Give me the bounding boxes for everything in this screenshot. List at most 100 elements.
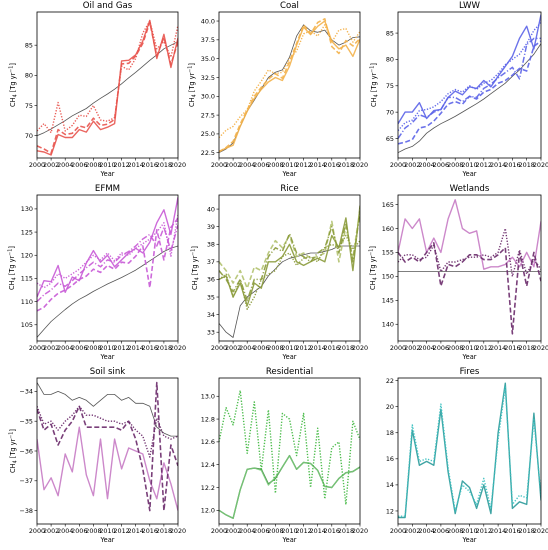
y-tick-label: 150: [382, 273, 394, 281]
x-tick-label: 2010: [99, 527, 115, 535]
x-tick-label: 2006: [253, 161, 269, 169]
panel-soil-sink: Soil sink2000200220042006200820102012201…: [9, 367, 187, 544]
y-tick-label: 37.5: [201, 36, 215, 44]
y-tick-label: 140: [382, 321, 394, 329]
x-tick-label: 2012: [295, 161, 311, 169]
panel-title: Soil sink: [90, 367, 126, 377]
y-axis-label: CH4 [Tg yr−1]: [369, 246, 379, 290]
y-axis-label: CH4 [Tg yr−1]: [9, 429, 19, 473]
plot-frame: [218, 11, 361, 159]
y-tick-label: 27.5: [201, 111, 215, 119]
x-tick-label: 2020: [533, 344, 548, 352]
y-tick-label: 30.0: [201, 93, 215, 101]
x-tick-label: 2000: [29, 527, 45, 535]
series-group: [37, 197, 178, 338]
x-tick-label: 2020: [170, 344, 186, 352]
x-tick-label: 2014: [490, 344, 506, 352]
x-tick-label: 2014: [310, 344, 326, 352]
y-tick-label: 34: [207, 311, 215, 319]
x-tick-label: 2018: [338, 161, 354, 169]
series-line-dotted: [398, 227, 541, 278]
x-tick-label: 2016: [324, 344, 340, 352]
y-tick-label: 32.5: [201, 74, 215, 82]
y-tick-label: 12.6: [201, 438, 215, 446]
series-line-solid: [398, 382, 541, 519]
x-tick-label: 2008: [85, 527, 101, 535]
x-tick-label: 2002: [225, 344, 241, 352]
x-tick-label: 2004: [418, 527, 434, 535]
x-tick-label: 2016: [504, 527, 520, 535]
x-tick-label: 2000: [390, 344, 406, 352]
y-tick-label: 85: [386, 29, 394, 37]
y-tick-label: 25.0: [201, 130, 215, 138]
y-tick-label: 37: [207, 258, 215, 266]
x-tick-label: 2004: [239, 344, 255, 352]
y-axis-label: CH4 [Tg yr−1]: [191, 246, 201, 290]
x-axis-label: Year: [282, 353, 297, 361]
y-tick-label: −36: [20, 447, 34, 455]
series-line-solid-thin: [398, 43, 541, 154]
y-tick-label: 36: [207, 276, 215, 284]
x-tick-label: 2008: [267, 161, 283, 169]
y-tick-label: 125: [21, 228, 33, 236]
x-axis-label: Year: [100, 170, 115, 178]
series-line-solid: [219, 20, 360, 152]
y-tick-label: −37: [20, 477, 34, 485]
x-axis-label: Year: [100, 536, 115, 544]
panel-title: Rice: [280, 184, 298, 194]
y-tick-label: 75: [25, 102, 33, 110]
x-tick-label: 2010: [281, 527, 297, 535]
y-axis-label: CH4 [Tg yr−1]: [9, 63, 19, 107]
x-tick-label: 2004: [57, 527, 73, 535]
y-tick-label: 75: [386, 82, 394, 90]
y-tick-label: 80: [386, 56, 394, 64]
x-tick-label: 2020: [352, 344, 368, 352]
x-tick-label: 2020: [170, 161, 186, 169]
x-tick-label: 2020: [352, 527, 368, 535]
x-tick-label: 2002: [225, 527, 241, 535]
y-tick-label: 85: [25, 41, 33, 49]
y-tick-label: 80: [25, 72, 33, 80]
x-tick-label: 2014: [128, 527, 144, 535]
x-tick-label: 2010: [461, 161, 477, 169]
series-line-dashed: [37, 217, 178, 312]
series-group: [219, 389, 360, 519]
x-tick-label: 2006: [71, 527, 87, 535]
x-tick-label: 2020: [533, 161, 548, 169]
y-tick-label: 130: [21, 205, 33, 213]
x-tick-label: 2018: [519, 527, 535, 535]
series-line-dashed: [398, 242, 541, 335]
x-tick-label: 2006: [71, 344, 87, 352]
x-tick-label: 2014: [310, 161, 326, 169]
plot-frame: [218, 377, 361, 525]
x-tick-label: 2012: [295, 527, 311, 535]
x-tick-label: 2018: [519, 344, 535, 352]
x-tick-label: 2012: [295, 344, 311, 352]
series-line-solid: [37, 426, 178, 511]
series-group: [398, 14, 541, 154]
x-tick-label: 2016: [142, 161, 158, 169]
x-tick-label: 2002: [43, 527, 59, 535]
x-tick-label: 2018: [338, 344, 354, 352]
series-line-dashdot: [398, 37, 541, 139]
x-tick-label: 2008: [267, 527, 283, 535]
x-tick-label: 2010: [99, 344, 115, 352]
x-tick-label: 2004: [418, 344, 434, 352]
x-tick-label: 2000: [29, 344, 45, 352]
x-tick-label: 2014: [128, 344, 144, 352]
series-line-dotted: [219, 389, 360, 506]
panel-title: Wetlands: [450, 184, 490, 194]
x-tick-label: 2020: [352, 161, 368, 169]
y-tick-label: 35.0: [201, 55, 215, 63]
y-tick-label: 105: [21, 321, 33, 329]
panel-title: EFMM: [95, 184, 120, 194]
x-tick-label: 2002: [225, 161, 241, 169]
x-tick-label: 2012: [476, 527, 492, 535]
y-axis-label: CH4 [Tg yr−1]: [188, 63, 198, 107]
series-line-dashed: [219, 17, 360, 153]
y-tick-label: 13.0: [201, 393, 215, 401]
y-tick-label: 120: [21, 252, 33, 260]
x-tick-label: 2006: [253, 344, 269, 352]
x-axis-label: Year: [462, 353, 477, 361]
x-tick-label: 2016: [324, 161, 340, 169]
